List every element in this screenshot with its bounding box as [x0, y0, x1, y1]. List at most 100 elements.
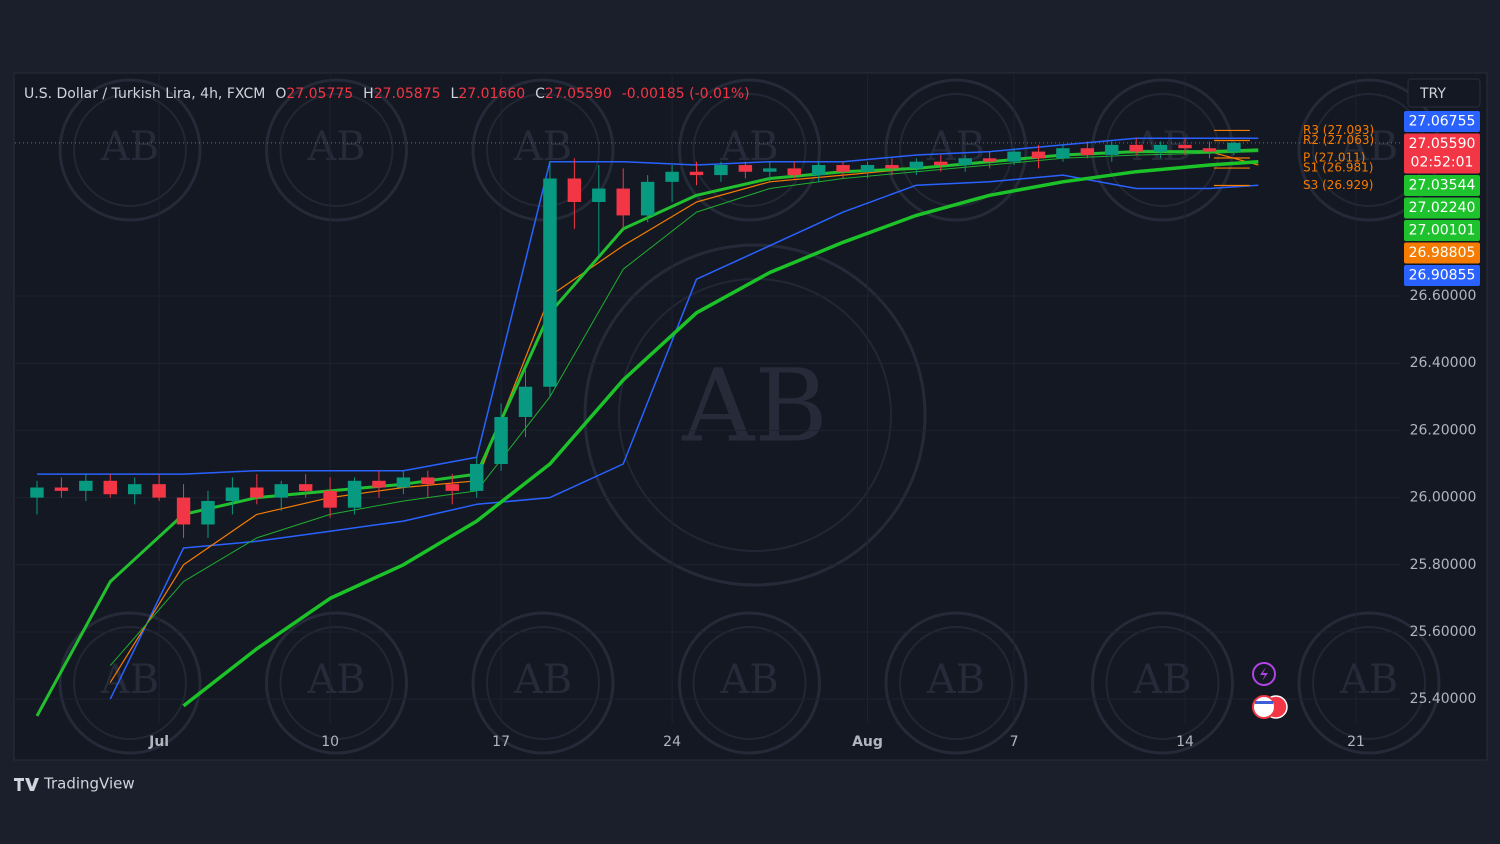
- candle-body: [518, 386, 533, 417]
- price-tag-label: 26.98805: [1409, 245, 1476, 261]
- watermark-ring: [486, 93, 600, 207]
- candle-body: [616, 188, 630, 216]
- candle-body: [445, 484, 459, 491]
- watermark-ring: [1312, 626, 1426, 740]
- watermark-ring: [678, 611, 821, 755]
- candle-body: [860, 165, 875, 172]
- candle-body: [79, 480, 93, 491]
- watermark-ring: [58, 78, 202, 222]
- candle-body: [421, 477, 435, 485]
- x-tick-label: 21: [1347, 734, 1365, 750]
- ohlc-key: C: [535, 86, 545, 102]
- watermark-text: AB: [926, 657, 985, 703]
- watermark-text: AB: [1339, 657, 1398, 703]
- candle-body: [738, 165, 753, 172]
- candle-body: [176, 497, 191, 525]
- price-tag-label: 27.06755: [1409, 114, 1476, 130]
- candle-body: [592, 188, 606, 202]
- flag-icon[interactable]: [1252, 695, 1276, 719]
- price-tag: [1404, 111, 1480, 132]
- candle-body: [323, 490, 337, 508]
- watermark-text: AB: [513, 124, 572, 170]
- event-icon[interactable]: [1252, 662, 1276, 686]
- candle-body: [274, 484, 288, 498]
- watermark-text: AB: [306, 124, 365, 170]
- title: U.S. Dollar / Turkish Lira, 4h, FXCM: [24, 86, 265, 102]
- lightning-icon: [1260, 667, 1268, 681]
- price-tag: [1404, 220, 1480, 241]
- pivot-label: S3 (26.929): [1303, 178, 1373, 192]
- candle-body: [225, 487, 240, 501]
- price-tag: [1404, 133, 1480, 174]
- candle-body: [1178, 144, 1192, 149]
- watermark-ring: [1297, 611, 1441, 755]
- price-tag: [1404, 265, 1480, 286]
- x-tick-label: 7: [1010, 734, 1019, 750]
- price-tag-label: 27.02240: [1409, 200, 1476, 216]
- candle-body: [763, 168, 777, 172]
- ohlc-value: 27.05875: [374, 86, 441, 102]
- x-tick-label: Aug: [852, 734, 883, 750]
- pivot-label: P (27.011): [1303, 150, 1365, 164]
- ohlc-value: 27.01660: [458, 86, 525, 102]
- candle-body: [640, 181, 655, 216]
- watermark-ring: [692, 93, 807, 207]
- pivot-label: S1 (26.981): [1303, 161, 1373, 175]
- candle-body: [787, 168, 801, 176]
- watermark-ring: [265, 611, 408, 755]
- watermark-text: AB: [719, 657, 778, 703]
- countdown: 02:52:01: [1411, 155, 1474, 171]
- watermark-ring: [279, 93, 394, 207]
- ohlc-key: O: [275, 86, 286, 102]
- candle-body: [958, 158, 972, 166]
- candle-body: [1080, 148, 1095, 155]
- price-tag-label: 26.90855: [1409, 268, 1476, 284]
- y-tick-label: 26.60000: [1410, 288, 1477, 304]
- brand-logo: [14, 778, 39, 791]
- currency[interactable]: TRY: [1419, 86, 1446, 102]
- watermark-text: AB: [306, 657, 365, 703]
- watermark-ring: [1105, 626, 1220, 740]
- candle-body: [347, 480, 362, 508]
- candle-body: [665, 171, 679, 182]
- candle-body: [1105, 144, 1119, 155]
- price-tag: [1404, 242, 1480, 264]
- indicator-line: [37, 137, 1259, 475]
- watermark-ring: [884, 611, 1028, 755]
- candle-body: [152, 484, 166, 498]
- ohlc-value: 27.05775: [286, 86, 353, 102]
- candle-body: [1129, 144, 1143, 152]
- watermark-text: AB: [681, 348, 828, 465]
- price-tag-label: 27.00101: [1409, 223, 1476, 239]
- candle-body: [714, 165, 728, 176]
- watermark-ring: [899, 626, 1013, 740]
- candle-body: [372, 480, 386, 488]
- grid: [15, 75, 1400, 723]
- x-tick-label: 24: [663, 734, 681, 750]
- watermark-text: AB: [513, 657, 572, 703]
- candle-body: [396, 477, 411, 488]
- watermark-text: AB: [100, 657, 159, 703]
- y-tick-label: 26.40000: [1410, 355, 1477, 371]
- axes: 25.40000 25.60000 25.80000 26.00000 26.20000…: [148, 111, 1480, 750]
- watermark-text: AB: [100, 124, 159, 170]
- indicator-line: [35, 148, 1259, 717]
- price-tag-label: 27.03544: [1409, 178, 1476, 194]
- watermark-ring: [1091, 611, 1234, 755]
- ohlc-value: 27.05590: [545, 86, 612, 102]
- candle-body: [909, 161, 924, 169]
- candle-body: [689, 171, 704, 176]
- candle-body: [1031, 151, 1046, 159]
- candle-body: [250, 487, 264, 498]
- candle-body: [567, 178, 582, 202]
- currency-button[interactable]: [1407, 78, 1481, 108]
- y-tick-label: 25.80000: [1410, 557, 1477, 573]
- candle-body: [885, 165, 899, 169]
- watermark-ring: [279, 626, 394, 740]
- ohlc-key: L: [451, 86, 459, 102]
- watermark-ring: [58, 611, 202, 755]
- candle-body: [934, 161, 948, 166]
- candle-body: [1153, 144, 1168, 152]
- x-tick-label: 17: [492, 734, 510, 750]
- ohlc-key: H: [363, 86, 374, 102]
